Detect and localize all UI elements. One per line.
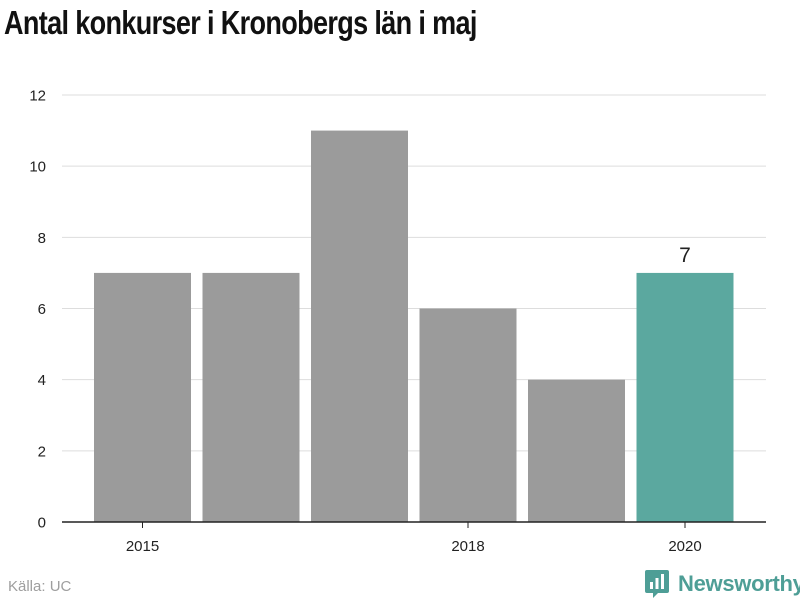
y-tick-label: 6: [38, 301, 46, 318]
newsworthy-logo-text: Newsworthy: [678, 571, 800, 596]
newsworthy-logo-icon: [645, 570, 669, 598]
data-labels: 7: [679, 244, 691, 267]
x-axis-ticks: 2015 2018 2020: [126, 522, 702, 555]
bar-2017: [311, 130, 408, 523]
y-tick-label: 0: [38, 515, 46, 532]
bar-2015: [94, 272, 191, 522]
x-tick-label: 2020: [668, 538, 701, 555]
y-tick-label: 2: [38, 443, 46, 460]
x-tick-label: 2015: [126, 538, 159, 555]
y-axis-ticks: 0 2 4 6 8 10 12: [29, 88, 46, 532]
bar-2020: [636, 272, 734, 522]
x-tick-2018: 2018: [451, 522, 485, 555]
y-tick-label: 8: [38, 230, 46, 247]
bars: [94, 130, 734, 523]
x-tick-2015: 2015: [126, 522, 159, 555]
y-tick-label: 4: [38, 372, 46, 389]
data-label-2020: 7: [679, 244, 691, 267]
source-note: Källa: UC: [8, 578, 72, 595]
bar-2018: [419, 308, 517, 522]
y-tick-label: 12: [29, 88, 46, 105]
x-tick-2020: 2020: [668, 522, 702, 555]
chart-title: Antal konkurser i Kronobergs län i maj: [4, 4, 477, 41]
y-tick-label: 10: [29, 159, 46, 176]
newsworthy-logo[interactable]: Newsworthy: [644, 569, 800, 599]
bar-2016: [202, 272, 300, 522]
bar-2019: [528, 379, 625, 522]
x-tick-label: 2018: [451, 538, 484, 555]
